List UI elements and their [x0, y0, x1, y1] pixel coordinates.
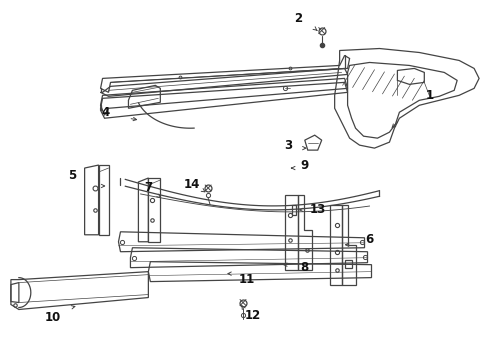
Text: 8: 8 — [300, 261, 308, 274]
Text: 4: 4 — [101, 106, 109, 119]
Text: 12: 12 — [244, 309, 261, 322]
Text: 10: 10 — [44, 311, 61, 324]
Text: 1: 1 — [425, 89, 432, 102]
Text: 14: 14 — [183, 179, 200, 192]
Text: 13: 13 — [309, 203, 325, 216]
Text: 11: 11 — [238, 273, 255, 286]
Text: 2: 2 — [293, 12, 301, 25]
Text: 5: 5 — [68, 168, 77, 181]
Text: 7: 7 — [144, 181, 152, 194]
Text: 3: 3 — [283, 139, 291, 152]
Text: 6: 6 — [365, 233, 373, 246]
Text: 9: 9 — [300, 158, 308, 172]
